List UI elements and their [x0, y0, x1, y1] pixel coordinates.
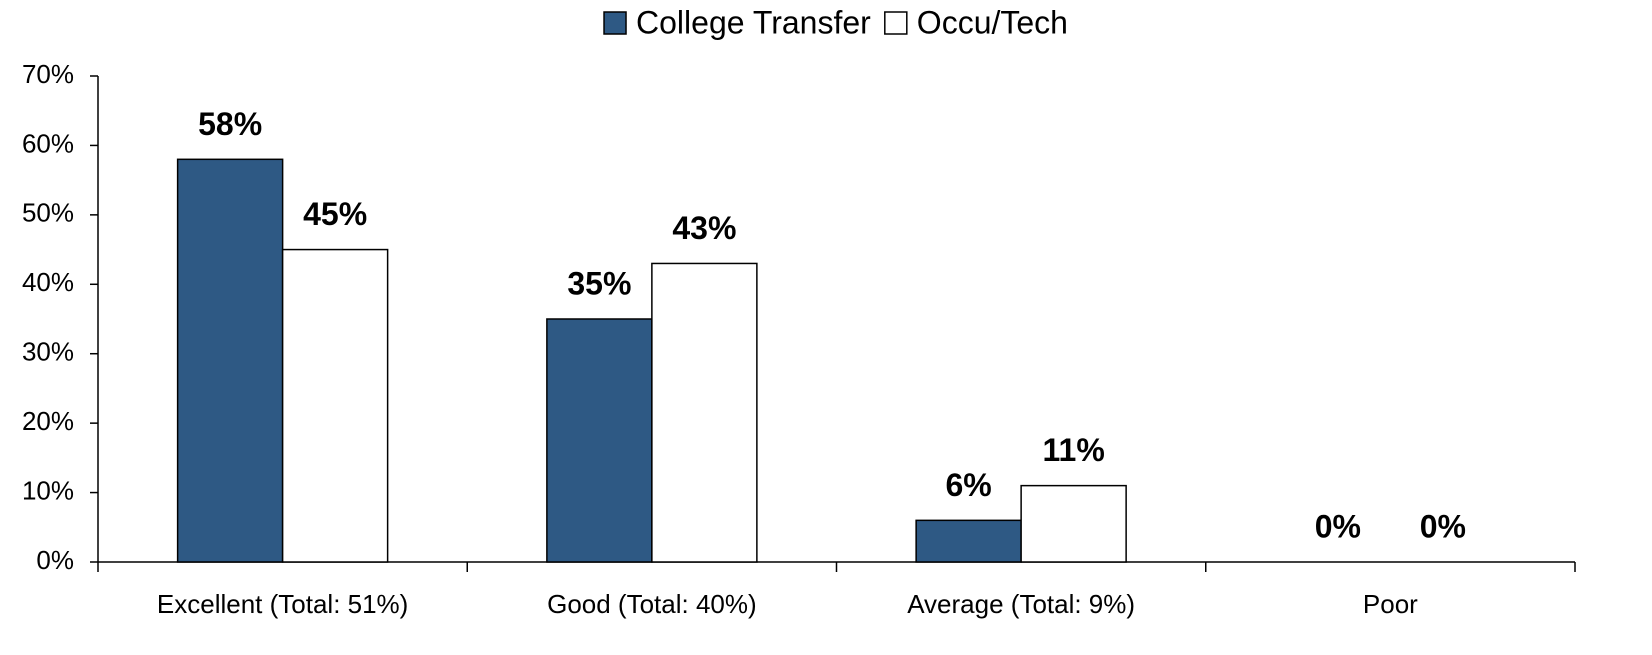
bar: [1020, 484, 1127, 563]
bar: [546, 318, 653, 563]
bar: [651, 262, 758, 563]
x-tick-label: Average (Total: 9%): [907, 589, 1135, 619]
legend-swatch: [884, 11, 908, 35]
legend-swatch: [603, 11, 627, 35]
y-tick-label: 10%: [22, 475, 74, 505]
value-label: 0%: [1315, 508, 1361, 544]
value-label: 35%: [567, 265, 631, 301]
legend: College Transfer Occu/Tech: [603, 4, 1068, 40]
y-tick-label: 0%: [36, 545, 74, 575]
value-label: 6%: [946, 467, 992, 503]
y-tick-label: 20%: [22, 406, 74, 436]
y-tick-label: 40%: [22, 267, 74, 297]
bar: [915, 519, 1022, 563]
value-label: 11%: [1042, 432, 1104, 468]
bar: [281, 248, 389, 563]
y-tick-label: 60%: [22, 128, 74, 158]
legend-label: Occu/Tech: [917, 4, 1068, 40]
value-label: 58%: [198, 106, 262, 142]
legend-label: College Transfer: [636, 4, 871, 40]
value-label: 45%: [303, 196, 367, 232]
x-tick-label: Good (Total: 40%): [547, 589, 757, 619]
y-tick-label: 70%: [22, 59, 74, 89]
y-tick-label: 30%: [22, 337, 74, 367]
x-tick-label: Poor: [1363, 589, 1418, 619]
y-tick-label: 50%: [22, 198, 74, 228]
bar: [176, 158, 284, 563]
x-tick-label: Excellent (Total: 51%): [157, 589, 408, 619]
value-label: 43%: [672, 210, 736, 246]
value-label: 0%: [1420, 508, 1466, 544]
